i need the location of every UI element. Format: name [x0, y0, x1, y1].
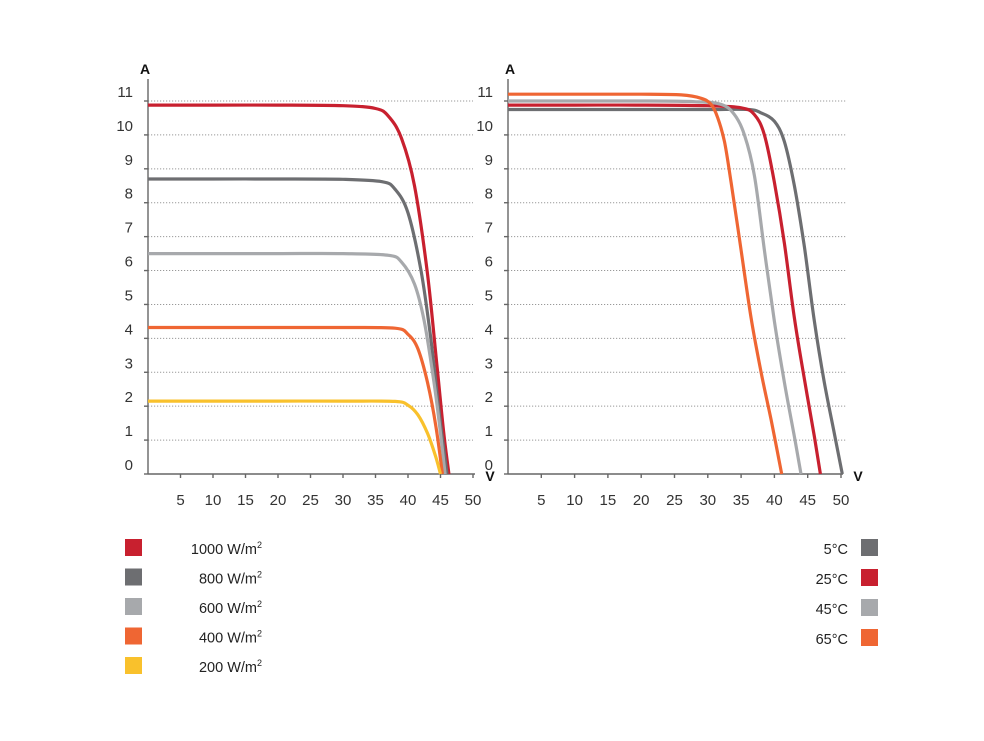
legend-swatch [125, 627, 142, 645]
y-tick-label: 8 [485, 186, 493, 203]
legend-label: 600 W/m2 [199, 599, 262, 617]
series-line-800-w-m [148, 177, 449, 475]
x-tick-label: 30 [699, 492, 716, 509]
y-tick-label: 5 [125, 287, 133, 304]
x-tick-label: 15 [600, 492, 617, 509]
y-tick-label: 10 [476, 118, 493, 135]
y-tick-label: 4 [485, 321, 493, 338]
x-tick-label: 50 [833, 492, 850, 509]
y-tick-label: 0 [125, 457, 133, 474]
x-tick-label: 20 [270, 492, 287, 509]
x-tick-label: 5 [537, 492, 545, 509]
legend-swatch [861, 599, 878, 616]
legend-label: 45°C [816, 602, 848, 618]
y-tick-label: 4 [125, 321, 133, 338]
legend-label: 25°C [816, 572, 848, 588]
series-line-200-w-m [147, 399, 443, 475]
x-tick-label: 20 [633, 492, 650, 509]
y-tick-label: 2 [125, 389, 133, 406]
y-axis-unit: A [505, 61, 515, 77]
y-tick-label: 9 [485, 152, 493, 169]
y-tick-label: 11 [477, 84, 493, 101]
legend-swatch [861, 539, 878, 556]
series-line-65-c [507, 92, 784, 475]
x-tick-label: 50 [465, 492, 482, 509]
x-tick-label: 5 [176, 492, 184, 509]
x-tick-label: 15 [237, 492, 254, 509]
x-tick-label: 10 [566, 492, 583, 509]
legend-label-superscript: 2 [257, 540, 262, 550]
y-tick-label: 3 [485, 355, 493, 372]
y-axis-unit: A [140, 61, 150, 77]
legend-label: 200 W/m2 [199, 658, 262, 676]
x-tick-label: 35 [367, 492, 384, 509]
y-tick-label: 6 [125, 254, 133, 271]
legend-swatch [125, 657, 142, 674]
legend-label-superscript: 2 [257, 570, 262, 580]
y-tick-label: 1 [125, 423, 133, 440]
x-tick-label: 35 [733, 492, 750, 509]
y-tick-label: 7 [125, 220, 133, 237]
y-tick-label: 0 [485, 457, 493, 474]
y-tick-label: 7 [485, 220, 493, 237]
legend-label-superscript: 2 [257, 658, 262, 668]
y-tick-label: 9 [125, 152, 133, 169]
legend-label: 5°C [824, 542, 848, 558]
x-tick-label: 40 [766, 492, 783, 509]
y-tick-label: 10 [116, 118, 133, 135]
series-line-5-c [507, 107, 844, 475]
legend-label: 800 W/m2 [199, 570, 262, 588]
legend-label-superscript: 2 [257, 629, 262, 639]
temperature-legend: 5°C 25°C 45°C 65°C [816, 539, 878, 648]
y-tick-label: 8 [125, 186, 133, 203]
y-tick-label: 3 [125, 355, 133, 372]
legend-swatch [125, 539, 142, 556]
legend-swatch [125, 598, 142, 615]
x-tick-label: 10 [205, 492, 222, 509]
legend-swatch [861, 629, 878, 646]
legend-swatch [861, 569, 878, 586]
legend-label: 400 W/m2 [199, 629, 262, 647]
x-axis-unit: V [853, 468, 863, 484]
legend-label: 1000 W/m2 [191, 540, 262, 558]
legend-label-superscript: 2 [257, 599, 262, 609]
y-tick-label: 6 [485, 254, 493, 271]
x-tick-label: 45 [432, 492, 449, 509]
y-tick-label: 1 [485, 423, 493, 440]
series-line-1000-w-m [148, 103, 451, 475]
irradiance-legend: 1000 W/m2 800 W/m2 600 W/m2 400 W/m2 200 W/m… [125, 539, 262, 676]
y-tick-label: 11 [117, 84, 133, 101]
series-line-600-w-m [148, 251, 447, 475]
x-tick-label: 25 [666, 492, 683, 509]
legend-label: 65°C [816, 632, 848, 648]
x-axis-unit: V [485, 468, 495, 484]
x-tick-label: 40 [400, 492, 417, 509]
legend-swatch [125, 568, 142, 586]
x-tick-label: 25 [302, 492, 319, 509]
series-line-25-c [508, 103, 822, 475]
series-line-400-w-m [148, 325, 444, 475]
series-line-45-c [507, 99, 803, 475]
y-tick-label: 5 [485, 287, 493, 304]
x-tick-label: 45 [799, 492, 816, 509]
x-tick-label: 30 [335, 492, 352, 509]
y-tick-label: 2 [485, 389, 493, 406]
